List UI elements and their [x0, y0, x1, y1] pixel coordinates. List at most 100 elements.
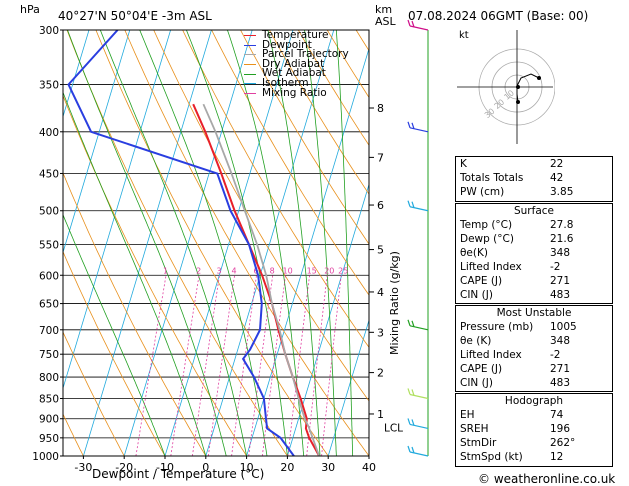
wind-barb-flag	[407, 445, 411, 453]
series-line-parcel-trajectory	[202, 103, 321, 456]
mixing-ratio-label: 3	[217, 266, 222, 275]
index-label: Temp (°C)	[460, 219, 513, 231]
wind-barb-flag	[411, 201, 415, 208]
pressure-tick-label: 350	[39, 80, 59, 92]
wind-barb-flag	[411, 419, 415, 426]
index-label: Lifted Index	[460, 261, 522, 273]
pressure-tick-label: 600	[39, 270, 59, 282]
mixing-ratio-label: 25	[338, 266, 348, 275]
index-label: Totals Totals	[460, 172, 524, 184]
isotherm-line	[246, 47, 369, 456]
surface-table: Surface Temp (°C) 27.8 Dewp (°C) 21.6 θe(K) 3…	[455, 203, 613, 304]
wind-barb	[407, 388, 429, 400]
series-line-dewpoint	[67, 30, 295, 456]
dry-adiabat-line	[63, 94, 247, 456]
legend-label: Dewpoint	[262, 38, 312, 51]
index-row: Dewp (°C) 21.6	[456, 232, 612, 246]
x-tick-label: -20	[115, 461, 133, 474]
index-value: 271	[550, 275, 571, 287]
wind-barb-flag	[411, 20, 415, 28]
wet-adiabat-line	[139, 30, 268, 456]
dry-adiabat-line	[211, 30, 369, 296]
wind-barb-staff	[409, 423, 429, 430]
index-value: 27.8	[550, 219, 574, 231]
index-label: PW (cm)	[460, 186, 505, 198]
index-label: Pressure (mb)	[460, 321, 534, 333]
index-value: 348	[550, 247, 571, 259]
index-value: 22	[550, 158, 564, 170]
km-tick-label: 1	[377, 408, 384, 421]
legend-swatch	[244, 44, 256, 46]
index-row: CIN (J) 483	[456, 376, 612, 390]
legend-item: Temperature	[244, 30, 349, 41]
index-row: Lifted Index -2	[456, 260, 612, 274]
pressure-tick-label: 900	[39, 414, 59, 426]
wind-barb	[407, 121, 429, 133]
wind-barb-flag	[407, 200, 411, 207]
isotherm-line	[164, 30, 294, 456]
index-label: CIN (J)	[460, 289, 493, 301]
x-tick-label: 20	[280, 461, 294, 474]
most-unstable-title: Most Unstable	[496, 307, 572, 319]
legend-label: Mixing Ratio	[262, 86, 327, 99]
index-value: 12	[550, 451, 564, 463]
index-value: 483	[550, 377, 571, 389]
pressure-tick-label: 500	[39, 206, 59, 218]
hodograph-trace	[516, 88, 519, 103]
hodograph-point	[516, 100, 520, 104]
wind-barb-flag	[407, 121, 411, 128]
index-label: CAPE (J)	[460, 275, 503, 287]
mixing-ratio-line	[248, 275, 274, 456]
mixing-ratio-line	[207, 275, 235, 456]
legend-label: Parcel Trajectory	[262, 48, 349, 61]
wind-barb-staff	[409, 325, 429, 331]
pressure-tick-label: 850	[39, 393, 59, 405]
wet-adiabat-line	[63, 91, 207, 456]
index-row: Temp (°C) 27.8	[456, 218, 612, 232]
dry-adiabat-line	[124, 30, 369, 456]
x-tick-label: -30	[74, 461, 92, 474]
index-value: -2	[550, 349, 561, 361]
mixing-ratio-line	[261, 275, 286, 456]
wind-barb	[407, 445, 429, 457]
hodograph-point	[516, 85, 520, 89]
wind-barb-flag	[411, 389, 415, 396]
series-line-temperature	[192, 103, 321, 456]
index-label: EH	[460, 409, 475, 421]
index-label: SREH	[460, 423, 489, 435]
wind-barb	[407, 200, 429, 212]
mixing-ratio-label: 10	[283, 266, 293, 275]
index-row: SREH 196	[456, 422, 612, 436]
index-row: CAPE (J) 271	[456, 362, 612, 376]
legend-item: Mixing Ratio	[244, 86, 349, 99]
isotherm-line	[63, 30, 90, 118]
most-unstable-table: Most Unstable Pressure (mb) 1005 θe (K) 348…	[455, 305, 613, 392]
dry-adiabat-line	[240, 30, 369, 245]
pressure-tick-label: 1000	[32, 451, 59, 463]
indices-table: K 22 Totals Totals 42 PW (cm) 3.85	[455, 156, 613, 202]
index-label: Dewp (°C)	[460, 233, 514, 245]
km-tick-label: 2	[377, 367, 384, 380]
wind-barb-flag	[407, 388, 411, 395]
isotherm-line	[63, 30, 131, 254]
index-row: θe (K) 348	[456, 334, 612, 348]
hodograph-indices-title: Hodograph	[504, 395, 564, 407]
hodograph-indices-table: Hodograph EH 74 SREH 196 StmDir 262° StmSpd (k…	[455, 393, 613, 467]
x-tick-label: 0	[202, 461, 209, 474]
legend-label: Dry Adiabat	[262, 57, 325, 70]
wind-barb	[407, 19, 429, 31]
mixing-ratio-line	[231, 275, 257, 456]
x-tick-label: -10	[156, 461, 174, 474]
index-value: 348	[550, 335, 571, 347]
index-value: 262°	[550, 437, 576, 449]
wind-barb-staff	[409, 25, 429, 31]
wind-barb-flag	[411, 320, 415, 327]
mixing-ratio-label: 1	[163, 266, 168, 275]
isotherm-line	[205, 30, 335, 456]
km-tick-label: 6	[377, 199, 384, 212]
legend-item: Parcel Trajectory	[244, 48, 349, 61]
mixing-ratio-label: 20	[324, 266, 334, 275]
dry-adiabat-line	[63, 171, 207, 456]
km-tick-label: 8	[377, 102, 384, 115]
